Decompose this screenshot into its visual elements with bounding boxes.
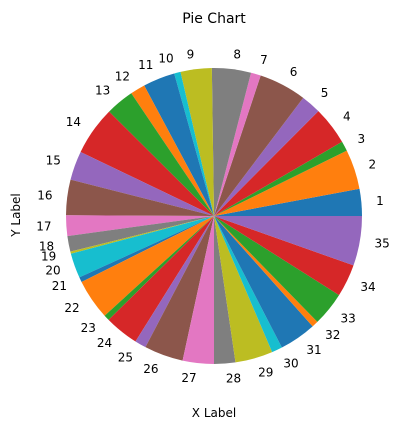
pie-slice-label: 11 <box>138 58 153 72</box>
pie-slice-24 <box>108 216 214 342</box>
pie-slice-22 <box>81 216 215 316</box>
pie-slice-label: 25 <box>118 350 133 364</box>
pie-slice-27 <box>182 216 214 364</box>
pie-slice-9 <box>180 68 214 217</box>
pie-slice-21 <box>79 216 214 282</box>
y-axis-label: Y Label <box>9 193 23 238</box>
pie-slice-label: 27 <box>181 371 196 385</box>
pie-slice-label: 8 <box>233 47 241 61</box>
pie-slice-label: 10 <box>158 51 173 65</box>
pie-slice-12 <box>131 85 214 216</box>
pie-slices <box>66 68 362 364</box>
pie-slice-4 <box>214 111 343 216</box>
pie-slice-label: 30 <box>283 356 298 370</box>
pie-slice-14 <box>80 111 215 216</box>
pie-slice-label: 16 <box>37 188 52 202</box>
pie-slice-label: 22 <box>64 301 79 315</box>
pie-slice-label: 3 <box>358 132 366 146</box>
pie-slice-label: 17 <box>36 220 51 234</box>
pie-slice-label: 23 <box>81 321 96 335</box>
pie-slice-label: 6 <box>290 65 298 79</box>
pie-slice-label: 2 <box>368 158 376 172</box>
pie-slice-18 <box>67 216 215 252</box>
pie-slice-label: 15 <box>46 154 61 168</box>
pie-slice-label: 1 <box>376 194 384 208</box>
pie-slice-label: 31 <box>306 343 321 357</box>
pie-slice-23 <box>104 216 214 320</box>
pie-slice-7 <box>214 72 261 216</box>
pie-slice-19 <box>70 216 214 254</box>
pie-slice-11 <box>144 73 214 216</box>
pie-slice-15 <box>70 151 215 216</box>
pie-slice-29 <box>214 216 273 363</box>
pie-slice-30 <box>214 216 282 353</box>
pie-slice-label: 21 <box>52 279 67 293</box>
pie-slice-1 <box>214 188 362 216</box>
pie-slice-20 <box>70 216 214 278</box>
pie-slice-8 <box>211 68 252 216</box>
pie-slice-17 <box>66 215 214 237</box>
pie-slice-3 <box>214 141 347 216</box>
pie-slice-35 <box>214 216 362 266</box>
pie-slice-label: 14 <box>66 115 81 129</box>
x-axis-label: X Label <box>192 406 236 420</box>
pie-slice-25 <box>135 216 214 348</box>
pie-slice-label: 13 <box>95 84 110 98</box>
pie-slice-2 <box>214 150 360 216</box>
pie-slice-label: 32 <box>325 328 340 342</box>
pie-slice-label: 28 <box>226 371 241 385</box>
pie-slice-label: 4 <box>343 110 351 124</box>
pie-slice-label: 26 <box>143 362 158 376</box>
pie-slice-label: 12 <box>115 70 130 84</box>
pie-slice-26 <box>145 216 214 361</box>
pie-slice-label: 35 <box>374 237 389 251</box>
pie-slice-label: 18 <box>39 240 54 254</box>
pie-slice-label: 24 <box>97 336 112 350</box>
pie-slice-32 <box>214 216 318 327</box>
pie-slice-31 <box>214 216 313 348</box>
pie-slice-label: 19 <box>41 249 56 263</box>
chart-title: Pie Chart <box>182 11 246 27</box>
pie-slice-13 <box>109 93 214 216</box>
pie-slice-label: 7 <box>260 53 268 67</box>
pie-slice-34 <box>214 216 354 296</box>
pie-slice-28 <box>214 216 236 364</box>
pie-slice-labels: 1234567891011121314151617181920212223242… <box>36 47 389 385</box>
pie-slice-5 <box>214 97 319 216</box>
pie-slice-label: 20 <box>45 264 60 278</box>
pie-slice-33 <box>214 216 340 322</box>
pie-slice-label: 34 <box>360 280 375 294</box>
pie-slice-16 <box>66 179 214 216</box>
pie-slice-label: 9 <box>187 47 195 61</box>
pie-slice-10 <box>174 71 214 216</box>
pie-slice-6 <box>214 75 304 216</box>
pie-slice-label: 5 <box>321 86 329 100</box>
pie-slice-label: 29 <box>258 366 273 380</box>
pie-slice-label: 33 <box>341 311 356 325</box>
